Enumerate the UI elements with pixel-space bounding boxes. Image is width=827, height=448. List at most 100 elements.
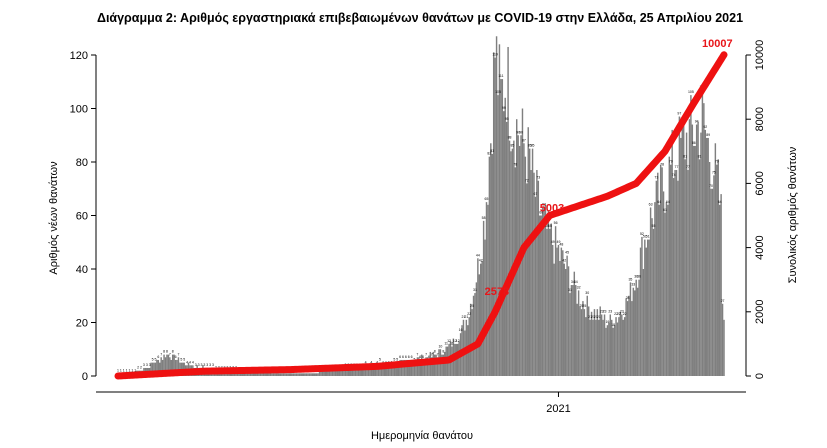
bar-value-label: 12 <box>453 339 457 343</box>
daily-deaths-bar <box>265 373 267 376</box>
daily-deaths-bar <box>360 367 362 376</box>
daily-deaths-bar <box>290 373 292 376</box>
bar-value-label: 5 <box>154 358 156 362</box>
daily-deaths-bar <box>577 290 580 376</box>
daily-deaths-bar <box>163 354 165 376</box>
daily-deaths-bar <box>585 317 587 376</box>
daily-deaths-bar <box>521 108 524 376</box>
daily-deaths-bar <box>572 285 574 376</box>
right-axis-tick-label: 6000 <box>754 171 766 195</box>
bar-value-label: 56 <box>554 221 558 225</box>
daily-deaths-bar <box>274 373 276 376</box>
bar-value-label: 73 <box>536 176 540 180</box>
daily-deaths-bar <box>366 365 368 376</box>
right-axis-tick-label: 4000 <box>754 235 766 259</box>
daily-deaths-bar <box>298 373 301 376</box>
daily-deaths-bar <box>330 370 332 376</box>
daily-deaths-bar <box>579 306 581 376</box>
daily-deaths-bar <box>526 183 528 376</box>
bar-value-label: 12 <box>447 339 451 343</box>
daily-deaths-bar <box>385 365 387 376</box>
daily-deaths-bar <box>294 373 296 376</box>
bar-value-label: 74 <box>672 173 676 177</box>
bar-value-label: 55 <box>545 224 549 228</box>
bar-value-label: 86 <box>692 141 696 145</box>
daily-deaths-bar <box>243 373 246 376</box>
daily-deaths-bar <box>700 132 702 376</box>
daily-deaths-bar <box>346 367 348 376</box>
daily-deaths-bar <box>343 370 345 376</box>
daily-deaths-bar <box>256 373 259 376</box>
bar-value-label: 2 <box>137 366 139 370</box>
cumulative-annotation: 5003 <box>540 202 564 214</box>
daily-deaths-bar <box>485 202 488 377</box>
daily-deaths-bar <box>159 362 161 377</box>
daily-deaths-bar <box>363 367 365 376</box>
bar-value-label: 63 <box>649 202 653 206</box>
bar-value-label: 22 <box>467 312 471 316</box>
daily-deaths-bar <box>423 359 426 376</box>
daily-deaths-bar <box>723 319 725 376</box>
daily-deaths-bar <box>413 362 416 377</box>
daily-deaths-bar <box>369 367 371 376</box>
bar-value-label: 21 <box>462 315 466 319</box>
daily-deaths-bar <box>701 89 704 377</box>
bar-value-label: 33 <box>631 283 635 287</box>
bar-value-label: 21 <box>588 315 592 319</box>
daily-deaths-bar <box>318 370 321 376</box>
daily-deaths-bar <box>717 159 719 376</box>
daily-deaths-bar <box>239 373 242 376</box>
daily-deaths-bar <box>338 370 341 376</box>
daily-deaths-bar <box>350 367 352 376</box>
daily-deaths-bar <box>672 178 675 376</box>
daily-deaths-bar <box>688 119 691 376</box>
daily-deaths-bar <box>416 357 419 376</box>
daily-deaths-bar <box>272 373 275 376</box>
bar-value-label: 99 <box>502 106 506 110</box>
bar-value-label: 75 <box>712 170 716 174</box>
daily-deaths-bars <box>117 36 725 377</box>
bar-value-label: 3 <box>201 363 203 367</box>
daily-deaths-bar <box>302 373 305 376</box>
bar-value-label: 7 <box>425 352 427 356</box>
daily-deaths-bar <box>380 365 383 376</box>
daily-deaths-bar <box>487 204 489 376</box>
daily-deaths-bar <box>677 180 679 376</box>
daily-deaths-bar <box>651 218 653 376</box>
daily-deaths-bar <box>383 365 386 376</box>
daily-deaths-bar <box>595 319 597 376</box>
bar-value-label: 82 <box>487 152 491 156</box>
daily-deaths-bar <box>682 124 685 376</box>
daily-deaths-bar <box>609 314 612 376</box>
daily-deaths-bar <box>582 301 584 376</box>
bar-value-label: 55 <box>548 224 552 228</box>
daily-deaths-bar <box>557 244 560 376</box>
daily-deaths-bar <box>288 373 291 376</box>
daily-deaths-bar <box>356 367 358 376</box>
daily-deaths-bar <box>314 373 316 376</box>
daily-deaths-bar <box>527 127 529 376</box>
daily-deaths-bar <box>623 317 626 376</box>
bar-value-label: 73 <box>654 176 658 180</box>
daily-deaths-bar <box>566 255 568 377</box>
bar-value-label: 5 <box>180 358 182 362</box>
x-axis: 2021 <box>96 391 746 415</box>
bar-value-label: 4 <box>382 360 384 364</box>
bar-value-label: 95 <box>505 117 509 121</box>
daily-deaths-bar <box>492 52 495 376</box>
daily-deaths-bar <box>632 287 635 376</box>
bar-value-label: 1 <box>129 368 131 372</box>
daily-deaths-bar <box>587 306 590 376</box>
bar-value-label: 6 <box>419 355 421 359</box>
daily-deaths-bar <box>505 121 508 377</box>
bar-value-label: 51 <box>646 235 650 239</box>
bar-value-label: 64 <box>666 200 670 204</box>
daily-deaths-bar <box>151 362 154 377</box>
bar-value-label: 8 <box>434 350 436 354</box>
daily-deaths-bar <box>328 370 331 376</box>
daily-deaths-bar <box>575 285 577 376</box>
daily-deaths-bar <box>703 103 705 377</box>
daily-deaths-bar <box>441 354 443 376</box>
daily-deaths-bar <box>649 207 652 376</box>
daily-deaths-bar <box>504 97 506 377</box>
